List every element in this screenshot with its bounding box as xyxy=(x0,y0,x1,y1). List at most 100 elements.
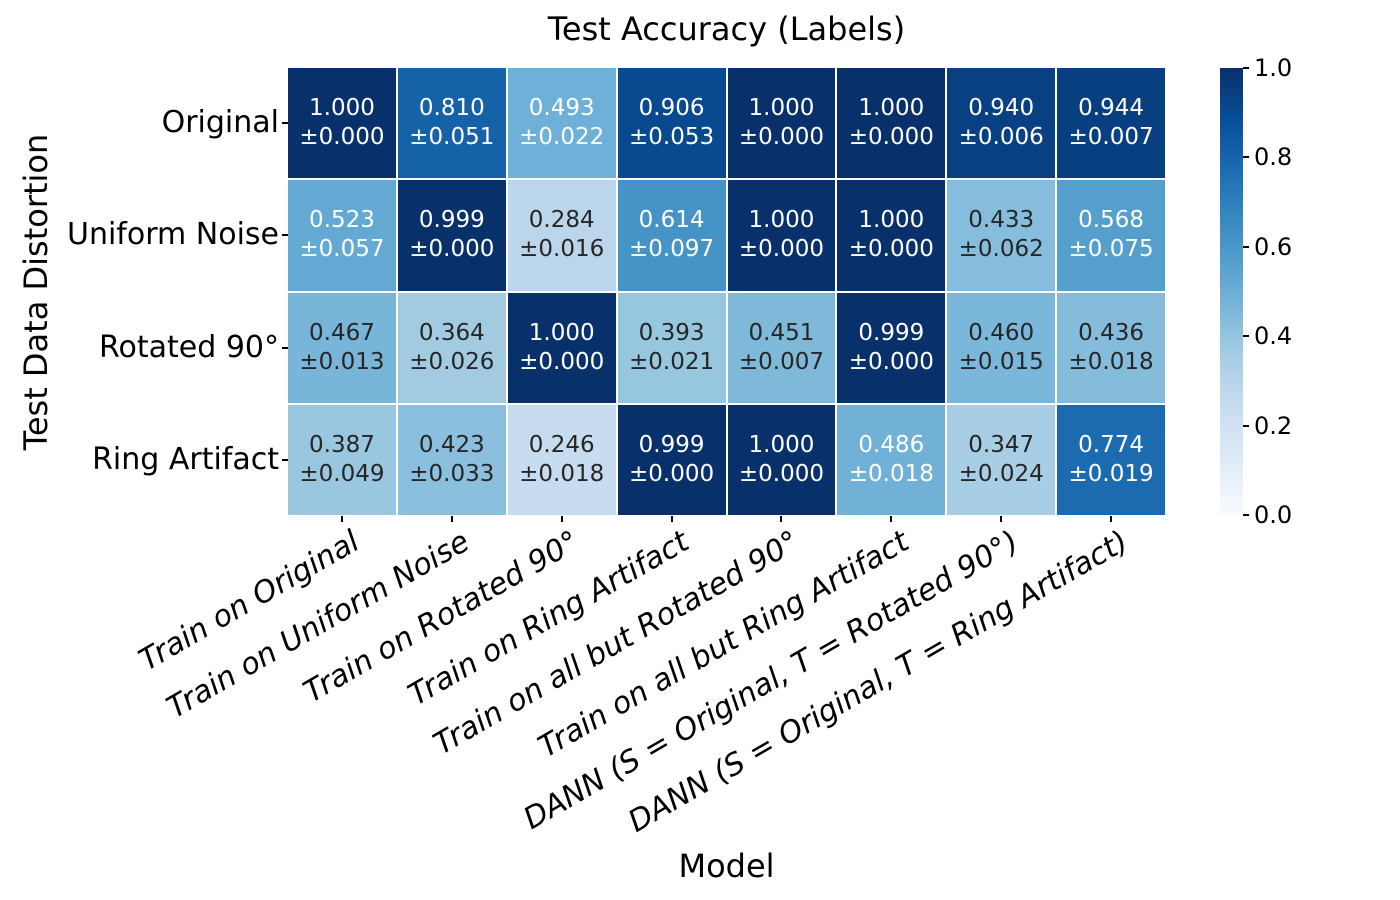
heatmap-cell: 1.000 ±0.000 xyxy=(507,292,616,403)
heatmap-cell: 0.999 ±0.000 xyxy=(837,292,946,403)
colorbar-tick-label: 0.8 xyxy=(1254,143,1293,172)
cell-mean: 0.999 xyxy=(418,207,485,234)
x-tick-mark xyxy=(1000,516,1003,522)
heatmap-cell: 1.000 ±0.000 xyxy=(288,68,396,179)
y-tick-label: Rotated 90° xyxy=(99,329,279,365)
heatmap-cell: 0.423 ±0.033 xyxy=(397,404,506,515)
cell-std: ±0.026 xyxy=(409,348,495,375)
cell-std: ±0.016 xyxy=(519,236,605,263)
cell-std: ±0.007 xyxy=(738,348,824,375)
cell-mean: 0.436 xyxy=(1078,319,1144,346)
heatmap-cell: 0.364 ±0.026 xyxy=(397,292,506,403)
cell-std: ±0.024 xyxy=(958,460,1044,487)
x-tick-mark xyxy=(780,516,783,522)
cell-mean: 0.999 xyxy=(858,319,925,346)
cell-std: ±0.019 xyxy=(1068,460,1154,487)
y-tick-mark xyxy=(282,346,288,349)
heatmap-cell: 0.467 ±0.013 xyxy=(288,292,396,403)
heatmap-cell: 0.568 ±0.075 xyxy=(1057,180,1165,291)
heatmap-cell: 1.000 ±0.000 xyxy=(727,180,836,291)
y-tick-label: Ring Artifact xyxy=(92,441,279,477)
cell-std: ±0.051 xyxy=(409,124,495,151)
heatmap-cell: 0.774 ±0.019 xyxy=(1057,404,1165,515)
cell-std: ±0.018 xyxy=(519,460,605,487)
y-tick-mark xyxy=(282,234,288,237)
cell-mean: 1.000 xyxy=(748,207,815,234)
cell-std: ±0.013 xyxy=(299,348,385,375)
cell-mean: 0.467 xyxy=(309,319,375,346)
cell-mean: 1.000 xyxy=(858,207,925,234)
heatmap-cell: 1.000 ±0.000 xyxy=(837,68,946,179)
cell-mean: 0.999 xyxy=(638,431,705,458)
cell-std: ±0.000 xyxy=(848,236,934,263)
cell-mean: 1.000 xyxy=(309,95,375,122)
y-tick-label: Original xyxy=(161,105,279,141)
heatmap-grid: 1.000 ±0.000 0.810 ±0.051 0.493 ±0.022 0.906 ±0… xyxy=(288,68,1165,515)
heatmap-cell: 0.460 ±0.015 xyxy=(947,292,1056,403)
heatmap-cell: 0.436 ±0.018 xyxy=(1057,292,1165,403)
heatmap-cell: 0.614 ±0.097 xyxy=(617,180,726,291)
heatmap-cell: 0.940 ±0.006 xyxy=(947,68,1056,179)
cell-mean: 0.493 xyxy=(528,95,595,122)
cell-std: ±0.000 xyxy=(738,460,824,487)
cell-mean: 0.387 xyxy=(309,431,375,458)
colorbar-tick-mark xyxy=(1243,335,1249,338)
cell-mean: 0.944 xyxy=(1078,95,1144,122)
colorbar-tick-mark xyxy=(1243,156,1249,159)
cell-mean: 1.000 xyxy=(748,431,815,458)
x-tick-mark xyxy=(340,516,343,522)
heatmap-cell: 1.000 ±0.000 xyxy=(727,68,836,179)
cell-std: ±0.000 xyxy=(409,236,495,263)
cell-std: ±0.057 xyxy=(299,236,385,263)
heatmap-cell: 0.906 ±0.053 xyxy=(617,68,726,179)
colorbar-tick-mark xyxy=(1243,424,1249,427)
cell-mean: 0.451 xyxy=(748,319,815,346)
colorbar-tick-label: 0.6 xyxy=(1254,232,1293,261)
x-tick-mark xyxy=(890,516,893,522)
cell-std: ±0.022 xyxy=(519,124,605,151)
heatmap-cell: 1.000 ±0.000 xyxy=(727,404,836,515)
cell-mean: 0.906 xyxy=(638,95,705,122)
cell-mean: 0.423 xyxy=(418,431,485,458)
heatmap-cell: 0.246 ±0.018 xyxy=(507,404,616,515)
cell-mean: 0.460 xyxy=(968,319,1035,346)
cell-mean: 0.433 xyxy=(968,207,1035,234)
cell-mean: 0.614 xyxy=(638,207,705,234)
heatmap-cell: 0.999 ±0.000 xyxy=(397,180,506,291)
cell-std: ±0.062 xyxy=(958,236,1044,263)
cell-std: ±0.018 xyxy=(848,460,934,487)
heatmap-cell: 0.387 ±0.049 xyxy=(288,404,396,515)
heatmap-cell: 1.000 ±0.000 xyxy=(837,180,946,291)
cell-mean: 0.246 xyxy=(528,431,595,458)
cell-mean: 0.364 xyxy=(418,319,485,346)
y-axis-label: Test Data Distortion xyxy=(17,133,55,451)
colorbar-gradient xyxy=(1220,68,1243,515)
heatmap-cell: 0.451 ±0.007 xyxy=(727,292,836,403)
cell-std: ±0.000 xyxy=(738,236,824,263)
cell-mean: 1.000 xyxy=(528,319,595,346)
colorbar-tick-label: 0.2 xyxy=(1254,411,1293,440)
colorbar-tick-label: 1.0 xyxy=(1254,54,1293,82)
cell-std: ±0.015 xyxy=(958,348,1044,375)
x-tick-mark xyxy=(670,516,673,522)
x-tick-mark xyxy=(560,516,563,522)
heatmap-cell: 0.486 ±0.018 xyxy=(837,404,946,515)
cell-std: ±0.000 xyxy=(848,124,934,151)
x-tick-mark xyxy=(450,516,453,522)
cell-mean: 0.347 xyxy=(968,431,1035,458)
cell-std: ±0.000 xyxy=(848,348,934,375)
cell-mean: 1.000 xyxy=(748,95,815,122)
cell-std: ±0.049 xyxy=(299,460,385,487)
cell-std: ±0.075 xyxy=(1068,236,1154,263)
cell-std: ±0.097 xyxy=(629,236,715,263)
cell-std: ±0.000 xyxy=(299,124,385,151)
cell-std: ±0.000 xyxy=(519,348,605,375)
heatmap-cell: 0.944 ±0.007 xyxy=(1057,68,1165,179)
heatmap-cell: 0.999 ±0.000 xyxy=(617,404,726,515)
y-tick-label: Uniform Noise xyxy=(66,217,279,253)
cell-std: ±0.007 xyxy=(1068,124,1154,151)
cell-std: ±0.033 xyxy=(409,460,495,487)
cell-std: ±0.018 xyxy=(1068,348,1154,375)
cell-std: ±0.000 xyxy=(738,124,824,151)
